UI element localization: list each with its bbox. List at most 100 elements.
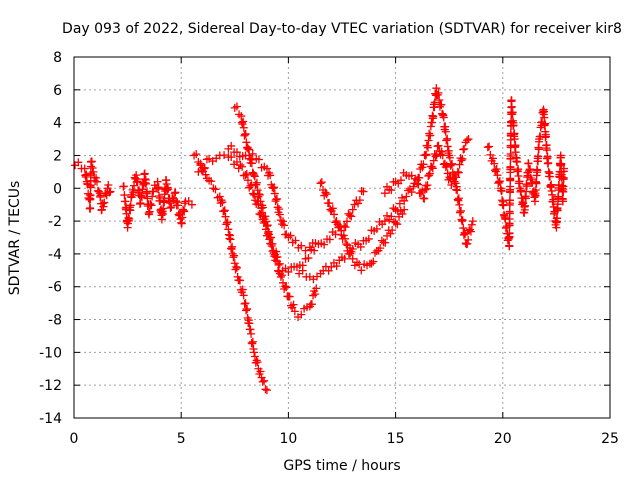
data-points: [71, 84, 568, 395]
data-point: [505, 242, 514, 251]
data-point: [367, 259, 376, 268]
data-point: [145, 207, 154, 216]
x-tick-label: 10: [279, 431, 297, 447]
data-point: [464, 135, 473, 144]
data-point: [510, 135, 519, 144]
data-point: [307, 300, 316, 309]
y-tick-label: 6: [53, 83, 62, 99]
data-point: [239, 291, 248, 300]
data-point: [522, 181, 531, 190]
data-point: [286, 231, 295, 240]
data-point: [386, 229, 395, 238]
data-point: [455, 200, 464, 209]
data-point: [187, 200, 196, 209]
data-point: [542, 146, 551, 155]
data-point: [88, 164, 97, 173]
x-tick-label: 0: [70, 431, 79, 447]
data-point: [232, 263, 241, 272]
data-point: [258, 377, 267, 386]
data-point: [348, 244, 357, 253]
data-point: [258, 203, 267, 212]
data-point: [270, 189, 279, 198]
data-point: [250, 171, 259, 180]
data-point: [159, 204, 168, 213]
y-axis-title: SDTVAR / TECUs: [7, 181, 23, 296]
data-point: [297, 241, 306, 250]
data-point: [230, 251, 239, 260]
data-point: [142, 179, 151, 188]
data-point: [443, 142, 452, 151]
data-point: [275, 205, 284, 214]
data-point: [137, 193, 146, 202]
data-point: [209, 184, 218, 193]
data-point: [391, 205, 400, 214]
data-point: [277, 271, 286, 280]
data-point: [228, 242, 237, 251]
data-point: [380, 217, 389, 226]
data-point: [290, 307, 299, 316]
data-point: [221, 212, 230, 221]
data-point: [252, 178, 261, 187]
data-point: [239, 123, 248, 132]
data-point: [255, 190, 264, 199]
data-point: [311, 290, 320, 299]
data-point: [513, 157, 522, 166]
data-point: [92, 173, 101, 182]
data-point: [341, 223, 350, 232]
data-point: [86, 204, 95, 213]
data-point: [541, 132, 550, 141]
data-point: [250, 172, 259, 181]
data-point: [495, 177, 504, 186]
y-tick-label: -10: [39, 345, 62, 361]
data-point: [247, 159, 256, 168]
data-point: [511, 141, 520, 150]
data-point: [298, 266, 307, 275]
data-point: [74, 158, 83, 167]
data-point: [200, 163, 209, 172]
data-point: [463, 239, 472, 248]
data-point: [548, 190, 557, 199]
data-point: [423, 143, 432, 152]
data-point: [129, 188, 138, 197]
y-tick-label: 4: [53, 116, 62, 132]
data-point: [248, 337, 257, 346]
data-point: [415, 173, 424, 182]
data-point: [232, 262, 241, 271]
data-point: [439, 113, 448, 122]
data-point: [380, 189, 389, 198]
data-point: [220, 206, 229, 215]
data-point: [253, 358, 262, 367]
data-point: [332, 262, 341, 271]
data-point: [256, 367, 265, 376]
data-point: [424, 136, 433, 145]
data-point: [549, 195, 558, 204]
data-point: [247, 329, 256, 338]
data-point: [248, 149, 257, 158]
data-point: [266, 233, 275, 242]
x-tick-label: 15: [387, 431, 405, 447]
data-point: [223, 218, 232, 227]
data-point: [517, 186, 526, 195]
data-point: [398, 209, 407, 218]
data-point: [243, 305, 252, 314]
data-point: [348, 205, 357, 214]
chart-title: Day 093 of 2022, Sidereal Day-to-day VTE…: [62, 21, 622, 37]
data-point: [437, 147, 446, 156]
data-point: [455, 160, 464, 169]
data-point: [125, 214, 134, 223]
data-point: [347, 212, 356, 221]
data-point: [218, 198, 227, 207]
data-point: [423, 181, 432, 190]
data-point: [438, 109, 447, 118]
data-point: [533, 166, 542, 175]
data-point: [459, 224, 468, 233]
data-point: [540, 119, 549, 128]
data-point: [497, 187, 506, 196]
data-point: [540, 113, 549, 122]
data-point: [261, 212, 270, 221]
y-tick-label: -8: [48, 313, 62, 329]
data-point: [559, 164, 568, 173]
data-point: [232, 102, 241, 111]
data-point: [138, 185, 147, 194]
y-tick-label: -6: [48, 280, 62, 296]
